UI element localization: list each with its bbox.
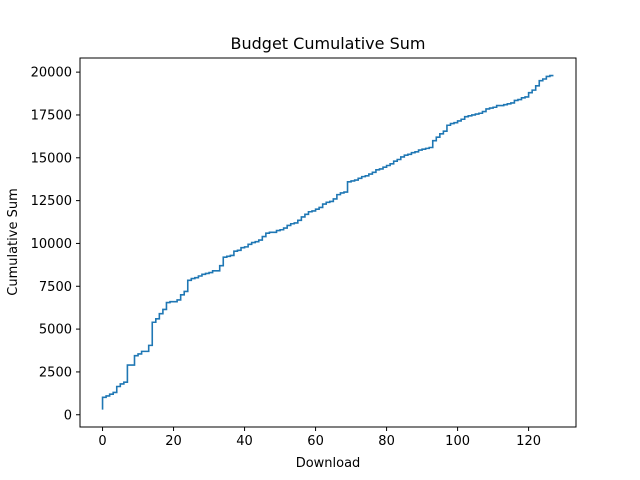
- x-tick-label-100: 100: [445, 434, 470, 449]
- x-tick-label-0: 0: [98, 434, 106, 449]
- series-line-0: [101, 74, 554, 410]
- axes-frame: [79, 57, 577, 428]
- y-tick-label-10000: 10000: [31, 237, 72, 252]
- plot-area: 0 20 40 60 80 100 120 0 2500 5000 7500 10000 12500 15…: [31, 57, 577, 449]
- x-tick-label-20: 20: [165, 434, 182, 449]
- x-tick-label-80: 80: [378, 434, 395, 449]
- y-tick-label-17500: 17500: [31, 108, 72, 123]
- y-tick-label-20000: 20000: [31, 66, 72, 81]
- chart-title: Budget Cumulative Sum: [231, 34, 426, 53]
- y-tick-label-7500: 7500: [39, 280, 72, 295]
- x-tick-label-60: 60: [307, 434, 324, 449]
- y-tick-label-12500: 12500: [31, 194, 72, 209]
- x-tick-label-120: 120: [516, 434, 541, 449]
- y-axis-label: Cumulative Sum: [6, 188, 21, 296]
- y-tick-label-5000: 5000: [39, 323, 72, 338]
- y-tick-label-0: 0: [64, 408, 72, 423]
- x-axis-label: Download: [296, 456, 361, 471]
- y-tick-label-15000: 15000: [31, 151, 72, 166]
- x-tick-label-40: 40: [236, 434, 253, 449]
- y-tick-label-2500: 2500: [39, 365, 72, 380]
